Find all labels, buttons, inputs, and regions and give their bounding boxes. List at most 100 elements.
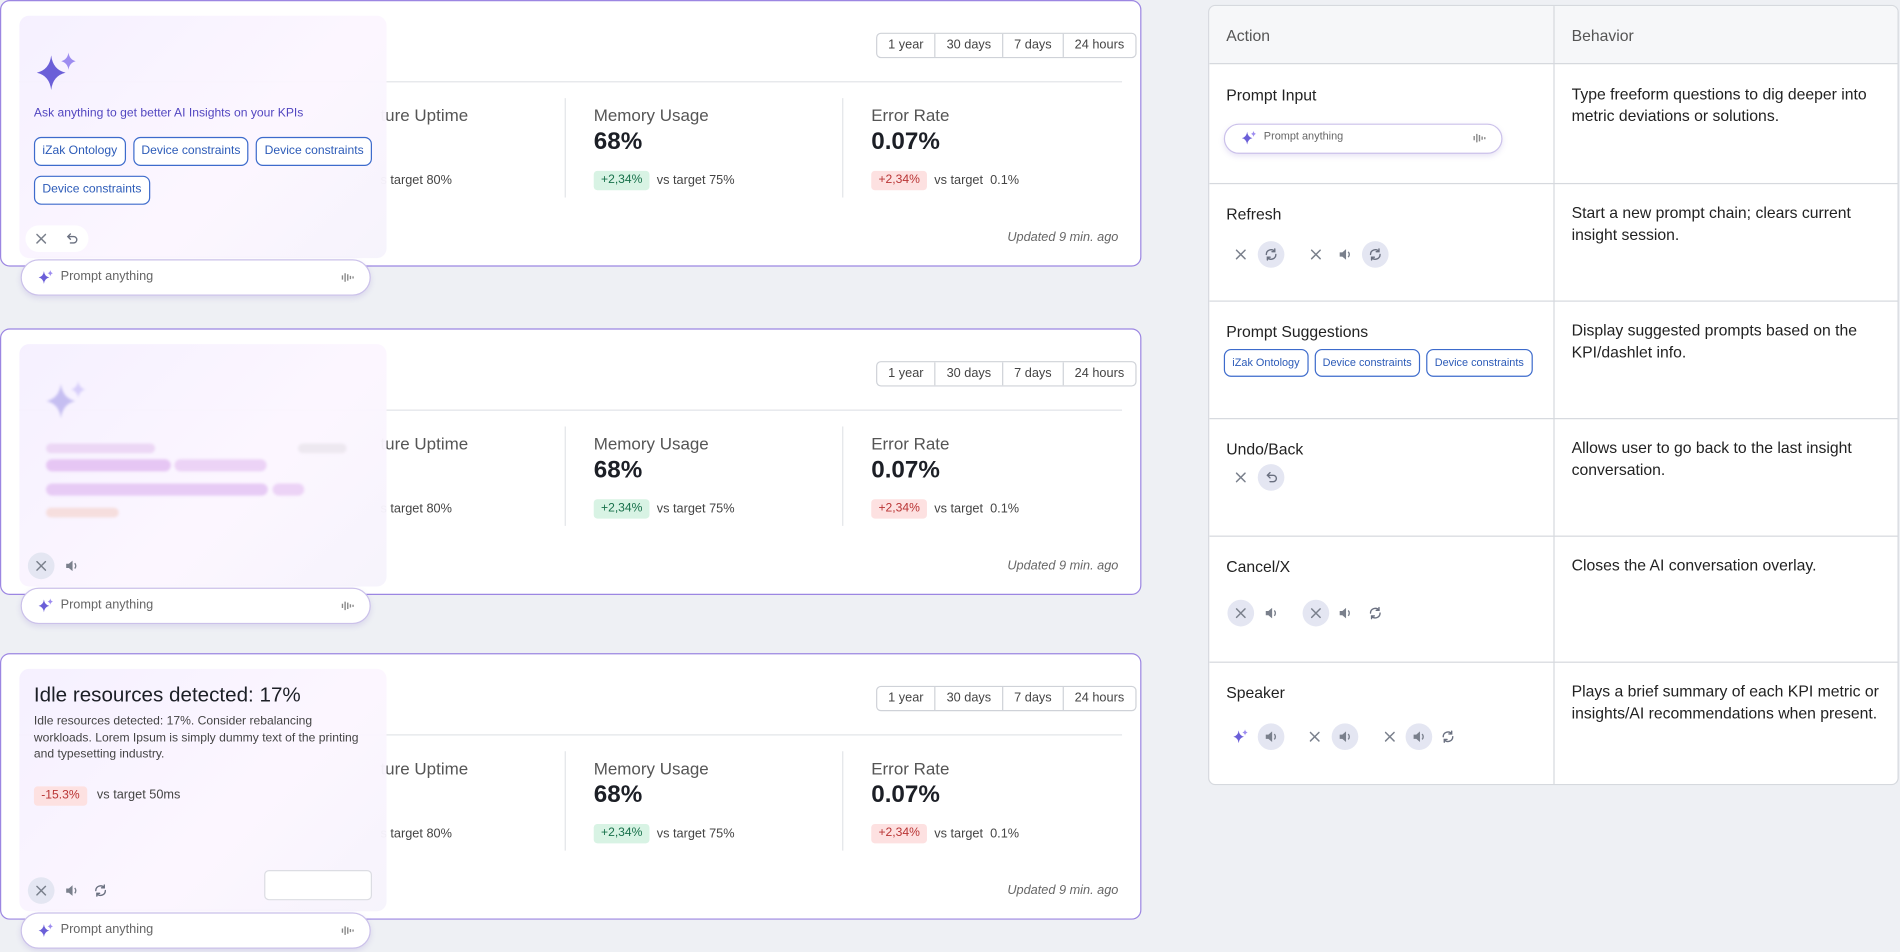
icon-path (47, 922, 53, 929)
suggestion-chip[interactable]: Device constraints (1426, 348, 1533, 377)
filter-button[interactable]: 7 days (1002, 33, 1063, 57)
speaker-button[interactable] (1331, 723, 1359, 751)
undo-button[interactable] (58, 225, 85, 252)
refresh-button[interactable] (1257, 241, 1285, 268)
suggestion-chip[interactable]: Device constraints (1314, 348, 1421, 377)
filter-button[interactable]: 1 year (888, 365, 924, 381)
kpi-card: 1 year 30 days 7 days 24 hours ture Uptime s … (0, 0, 1142, 267)
sparkle-button[interactable] (1236, 125, 1263, 152)
metric-target: s target 80% (380, 826, 452, 841)
metric-value: 0.07% (871, 456, 940, 484)
prompt-input[interactable]: Prompt anything (20, 259, 371, 296)
icon-path (1310, 249, 1321, 260)
filter-button[interactable]: 1 year (888, 37, 924, 53)
header-cell: Behavior (1571, 26, 1634, 45)
prompt-input[interactable]: Prompt anything (20, 587, 371, 625)
time-filter: 1 year 30 days 7 days 24 hours (876, 361, 1137, 387)
sparkle-button[interactable] (33, 592, 60, 619)
suggestion-chip[interactable]: Device constraints (256, 136, 373, 167)
suggestion-chip[interactable]: Device constraints (33, 175, 150, 205)
refresh-button[interactable] (1362, 600, 1389, 627)
insight-title: Idle resources detected: 17% (33, 683, 301, 707)
refresh-icon (1442, 730, 1454, 743)
x-button[interactable] (28, 225, 55, 252)
icon-path (1235, 249, 1246, 260)
x-button[interactable] (1227, 599, 1255, 627)
speaker-button[interactable] (1258, 600, 1285, 627)
icon-path (1250, 130, 1257, 138)
undo-button[interactable] (1257, 464, 1285, 491)
ai-overlay (19, 344, 387, 587)
icon-path (47, 269, 53, 276)
action-name: Speaker (1226, 683, 1285, 702)
icon-path (36, 233, 47, 244)
icon-path (1265, 248, 1277, 261)
icon-path (341, 925, 354, 935)
delta-chip: +2,34% (871, 170, 928, 191)
refresh-button[interactable] (87, 877, 114, 904)
filter-button[interactable]: 24 hours (1062, 33, 1136, 57)
x-button[interactable] (27, 552, 55, 580)
x-button[interactable] (1227, 241, 1254, 268)
wave-button[interactable] (1466, 125, 1493, 152)
wave-button[interactable] (334, 917, 361, 944)
row-divider (1209, 300, 1898, 302)
prompt-input[interactable]: Prompt anything (1223, 123, 1503, 154)
header-cell: Action (1226, 26, 1271, 45)
delta-chip: +2,34% (871, 823, 928, 844)
wave-button[interactable] (334, 264, 361, 291)
refresh-icon (95, 884, 107, 897)
icon-path (1347, 733, 1350, 740)
speaker-button[interactable] (1257, 723, 1285, 751)
x-button[interactable] (1302, 599, 1330, 627)
icon-path (74, 887, 77, 894)
refresh-button[interactable] (1361, 241, 1389, 268)
prompt-input[interactable]: Prompt anything (20, 912, 371, 949)
icon-path (1265, 607, 1273, 619)
filter-button[interactable]: 7 days (1002, 362, 1063, 386)
action-name: Prompt Input (1226, 86, 1317, 105)
suggestion-chip[interactable]: Device constraints (132, 136, 249, 167)
filter-button[interactable]: 24 hours (1062, 687, 1136, 711)
filter-button[interactable]: 30 days (934, 687, 1002, 711)
refresh-button[interactable] (1435, 723, 1462, 750)
updated-time: Updated 9 min. ago (1007, 558, 1119, 574)
filter-button[interactable]: 7 days (1002, 687, 1063, 711)
filter-button[interactable]: 30 days (934, 362, 1002, 386)
x-button[interactable] (1301, 723, 1328, 750)
speaker-button[interactable] (1332, 600, 1359, 627)
wave-button[interactable] (334, 592, 361, 619)
updated-time: Updated 9 min. ago (1007, 883, 1119, 898)
icon-path (1347, 609, 1350, 617)
reply-box (264, 870, 372, 901)
sparkle-button[interactable] (33, 917, 60, 944)
x-icon (1309, 731, 1320, 742)
icon-path (74, 562, 77, 570)
speaker-button[interactable] (1332, 241, 1359, 268)
filter-button[interactable]: 24 hours (1062, 362, 1136, 386)
x-button[interactable] (1303, 241, 1330, 268)
x-button[interactable] (27, 877, 55, 904)
suggestion-chip[interactable]: iZak Ontology (1223, 348, 1309, 377)
metric-target: vs target 0.1% (934, 501, 1020, 517)
filter-button[interactable]: 1 year (888, 690, 924, 706)
wave-icon (341, 601, 354, 610)
metric-value: 68% (593, 128, 643, 156)
x-button[interactable] (1227, 464, 1254, 491)
speaker-icon (1265, 607, 1277, 619)
metric-target: vs target 75% (656, 826, 735, 841)
filter-button[interactable]: 30 days (934, 33, 1002, 57)
metric-target: vs target 75% (656, 173, 735, 188)
sparkle-button[interactable] (33, 264, 60, 291)
icon-path (66, 885, 73, 896)
sparkle-graphic (34, 50, 80, 102)
speaker-button[interactable] (1405, 723, 1433, 751)
speaker-button[interactable] (58, 877, 85, 904)
icon-path (47, 597, 53, 605)
x-button[interactable] (1376, 723, 1403, 750)
speaker-button[interactable] (58, 553, 85, 580)
sparkle-button[interactable] (1227, 723, 1254, 750)
icon-path (1369, 248, 1381, 261)
suggestion-chip[interactable]: iZak Ontology (33, 136, 126, 167)
